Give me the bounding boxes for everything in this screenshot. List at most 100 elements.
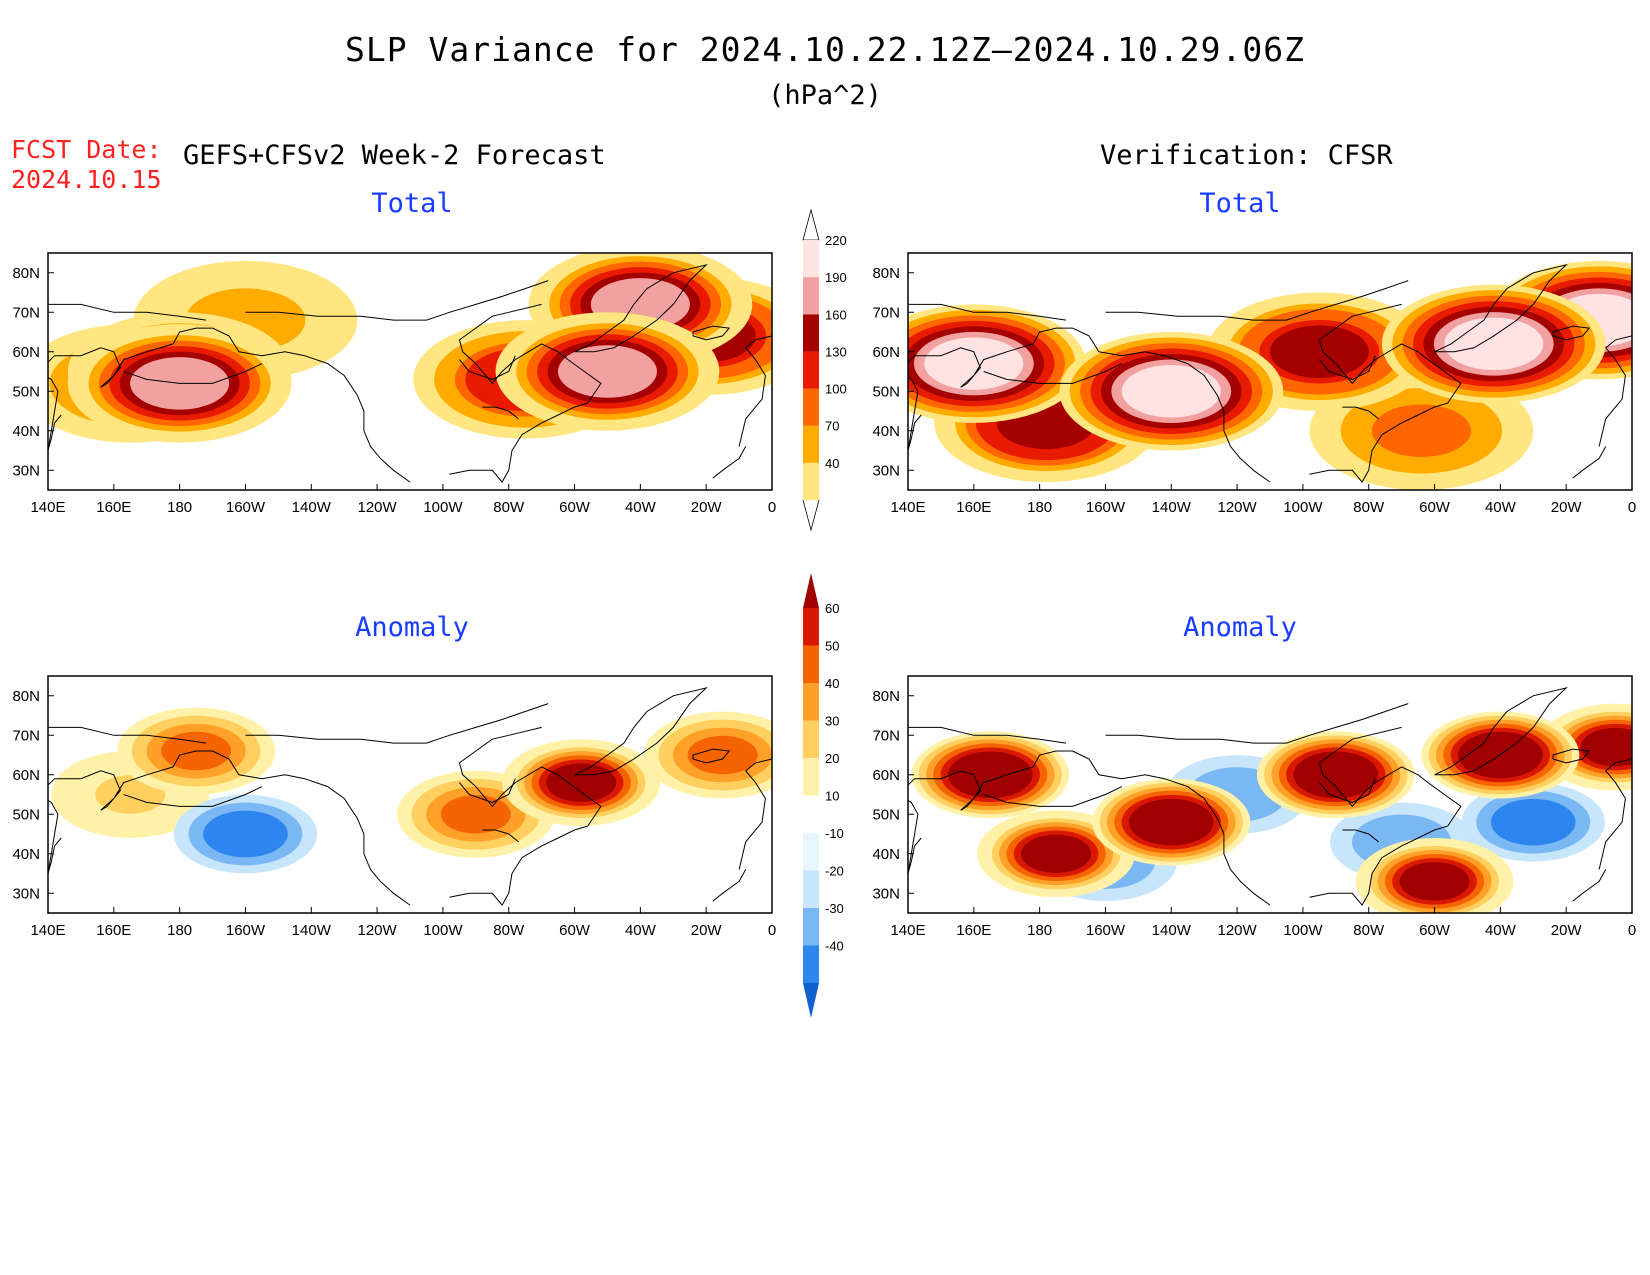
x-tick-label-ver-anom-8: 60W — [1419, 922, 1451, 939]
coastline-ver-anom-4 — [1552, 748, 1591, 764]
forecast-title: GEFS+CFSv2 Week-2 Forecast — [183, 140, 606, 171]
coastline-fc-anom-4 — [692, 748, 731, 764]
x-tick-label-ver-total-2: 180 — [1027, 499, 1052, 516]
y-tick-label-ver-anom-4: 70N — [872, 727, 900, 744]
x-tick-label-ver-anom-0: 140E — [890, 922, 925, 939]
field-blob-ver-anom-3-6 — [1498, 802, 1569, 842]
y-tick-label-ver-total-0: 30N — [872, 462, 900, 479]
coastline-fc-anom-2 — [245, 703, 549, 744]
field-blob-ver-total-5-6 — [1121, 365, 1221, 418]
map-frame-ver-anom — [907, 675, 1633, 914]
coastline-fc-total-0 — [212, 327, 411, 483]
coastline-ver-anom-6 — [1572, 869, 1607, 902]
coastline-ver-total-9 — [983, 363, 1123, 384]
anomaly-colorbar-label-2: 40 — [825, 676, 839, 691]
x-tick-label-ver-anom-2: 180 — [1027, 922, 1052, 939]
x-tick-label-fc-total-6: 100W — [423, 499, 463, 516]
anomaly-colorbar-label-7: -20 — [825, 864, 844, 879]
field-blob-ver-anom-5-6 — [1399, 862, 1470, 901]
y-tick-label-ver-anom-1: 40N — [872, 846, 900, 863]
x-tick-label-fc-anom-8: 60W — [559, 922, 591, 939]
total-colorbar-swatch-3 — [803, 351, 819, 389]
anomaly-colorbar-swatch-6 — [803, 758, 819, 796]
y-tick-label-ver-anom-3: 60N — [872, 767, 900, 784]
anomaly-colorbar-label-5: 10 — [825, 789, 839, 804]
coastlines-ver-anom — [908, 686, 1632, 906]
anomaly-colorbar-label-1: 50 — [825, 639, 839, 654]
coastline-ver-total-7 — [908, 327, 1073, 451]
y-tick-label-ver-total-5: 80N — [872, 265, 900, 282]
field-blob-fc-anom-3-6 — [687, 735, 758, 775]
y-tick-label-ver-anom-5: 80N — [872, 688, 900, 705]
coastline-fc-total-1 — [449, 303, 602, 483]
coastline-fc-anom-10 — [459, 778, 516, 803]
y-tick-label-ver-total-1: 40N — [872, 423, 900, 440]
total-colorbar-label-3: 130 — [825, 344, 847, 359]
coastline-ver-anom-5 — [1598, 758, 1632, 870]
anomaly-colorbar-swatch-3 — [803, 870, 819, 908]
field-blob-fc-anom-5-6 — [440, 795, 511, 834]
total-colorbar-top-arrow — [802, 208, 820, 241]
anomaly-colorbar: 60 50 40 30 20 10 -10 -20 -30 -40 — [803, 573, 844, 1018]
coastline-ver-total-6 — [1572, 446, 1607, 479]
coastline-ver-total-10 — [1319, 355, 1376, 380]
coastline-ver-total-4 — [1552, 325, 1591, 341]
main-title: SLP Variance for 2024.10.22.12Z—2024.10.… — [345, 30, 1305, 69]
field-blob-ver-anom-8-6 — [1136, 802, 1207, 842]
anomaly-colorbar-swatch-2 — [803, 908, 819, 946]
coastline-ver-total-8 — [908, 303, 1067, 321]
map-panel-ver-anom: 140E 160E 180 160W 140W 120W 100W 80W 60W 40W 20W 0… — [872, 675, 1636, 939]
y-tick-label-ver-total-3: 60N — [872, 344, 900, 361]
y-tick-label-fc-total-1: 40N — [12, 423, 40, 440]
coastline-fc-total-4 — [692, 325, 731, 341]
coastline-ver-anom-9 — [983, 786, 1123, 807]
coastline-fc-anom-6 — [712, 869, 747, 902]
x-tick-label-ver-total-6: 100W — [1283, 499, 1323, 516]
axes-fc-total: 140E 160E 180 160W 140W 120W 100W 80W 60W 40W 20W 0… — [12, 265, 776, 516]
coastline-ver-total-2 — [1105, 280, 1409, 321]
coastline-fc-total-10 — [459, 355, 516, 380]
y-tick-label-fc-total-4: 70N — [12, 304, 40, 321]
anomaly-colorbar-label-9: -40 — [825, 939, 844, 954]
coastline-ver-anom-10 — [1319, 778, 1376, 803]
x-tick-label-ver-total-1: 160E — [956, 499, 991, 516]
coastline-ver-total-12 — [1342, 406, 1379, 420]
x-tick-label-ver-total-0: 140E — [890, 499, 925, 516]
map-panel-fc-total: 140E 160E 180 160W 140W 120W 100W 80W 60W 40W 20W 0… — [12, 252, 776, 516]
field-blob-ver-total-1-6 — [1269, 325, 1369, 378]
anomaly-colorbar-swatch-9 — [803, 645, 819, 683]
y-tick-label-fc-total-2: 50N — [12, 383, 40, 400]
coastline-ver-anom-7 — [908, 750, 1073, 874]
x-tick-label-fc-total-10: 20W — [691, 499, 723, 516]
x-tick-label-ver-anom-5: 120W — [1217, 922, 1257, 939]
y-tick-label-fc-anom-4: 70N — [12, 727, 40, 744]
x-tick-label-fc-anom-2: 180 — [167, 922, 192, 939]
anomaly-colorbar-label-6: -10 — [825, 826, 844, 841]
panel-title-fc-total: Total — [371, 188, 453, 219]
coastline-fc-total-6 — [712, 446, 747, 479]
x-tick-label-fc-anom-6: 100W — [423, 922, 463, 939]
x-tick-label-fc-total-8: 60W — [559, 499, 591, 516]
x-tick-label-ver-anom-6: 100W — [1283, 922, 1323, 939]
x-tick-label-fc-total-0: 140E — [30, 499, 65, 516]
total-colorbar-swatch-1 — [803, 425, 819, 463]
panel-title-fc-anom: Anomaly — [355, 612, 469, 643]
units-label: (hPa^2) — [768, 80, 882, 111]
total-colorbar: 40 70 100 130 160 190 220 — [802, 208, 847, 532]
y-tick-label-fc-anom-5: 80N — [12, 688, 40, 705]
coastline-fc-anom-3 — [574, 686, 708, 776]
x-tick-label-ver-total-8: 60W — [1419, 499, 1451, 516]
coastline-fc-anom-0 — [212, 750, 411, 906]
coastlines-fc-anom — [48, 686, 772, 906]
x-tick-label-fc-anom-0: 140E — [30, 922, 65, 939]
coastline-ver-total-3 — [1434, 263, 1568, 353]
total-colorbar-swatch-5 — [803, 277, 819, 315]
axes-ver-anom: 140E 160E 180 160W 140W 120W 100W 80W 60W 40W 20W 0… — [872, 688, 1636, 939]
coastline-ver-anom-2 — [1105, 703, 1409, 744]
anomaly-colorbar-swatch-4 — [803, 833, 819, 871]
x-tick-label-fc-anom-7: 80W — [493, 922, 525, 939]
x-tick-label-fc-total-3: 160W — [226, 499, 266, 516]
coastline-ver-anom-3 — [1434, 686, 1568, 776]
coastlines-ver-total — [908, 263, 1632, 483]
coastline-fc-anom-9 — [123, 786, 263, 807]
